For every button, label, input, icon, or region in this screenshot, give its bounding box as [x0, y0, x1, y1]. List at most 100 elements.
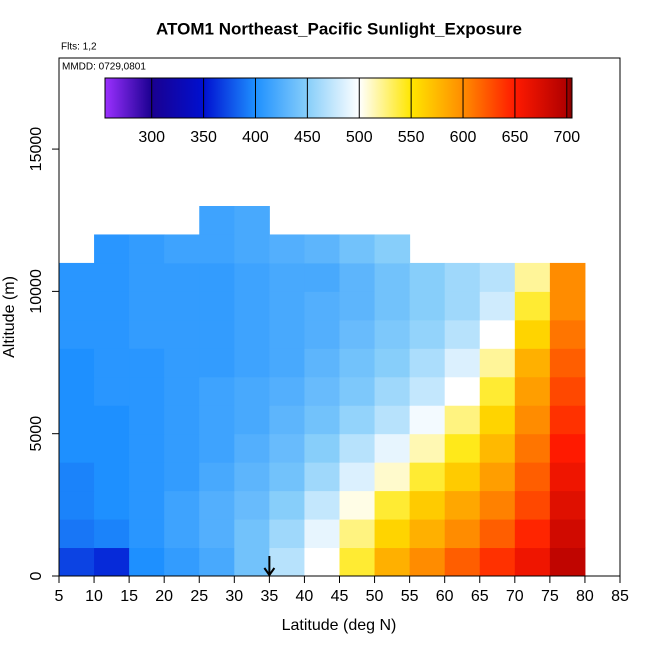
heat-cell	[339, 376, 376, 406]
heat-cell	[129, 319, 165, 349]
x-tick-label: 45	[331, 588, 349, 605]
heat-cell	[514, 348, 551, 378]
heat-cell	[374, 348, 411, 378]
heat-cell	[514, 291, 551, 321]
heat-cell	[59, 262, 95, 292]
heat-cell	[444, 262, 481, 292]
heat-cell	[479, 433, 516, 463]
heat-cell	[514, 405, 551, 435]
x-tick-label: 30	[225, 588, 243, 605]
heat-cell	[59, 405, 95, 435]
x-tick-label: 20	[155, 588, 173, 605]
heat-cell	[164, 462, 200, 492]
heat-cell	[164, 547, 200, 577]
heat-cell	[129, 348, 165, 378]
heat-cell	[304, 490, 340, 520]
heat-cell	[549, 433, 586, 463]
y-axis-label: Altitude (m)	[1, 276, 18, 358]
heat-cell	[234, 462, 270, 492]
heat-cell	[409, 376, 446, 406]
heat-cell	[409, 462, 446, 492]
heat-cell	[94, 405, 130, 435]
colorbar-tick-label: 700	[553, 129, 580, 146]
heatmap	[59, 206, 586, 577]
x-tick-label: 60	[436, 588, 454, 605]
heat-cell	[374, 405, 411, 435]
heat-cell	[59, 291, 95, 321]
heat-cell	[94, 433, 130, 463]
heat-cell	[129, 405, 165, 435]
heat-cell	[129, 547, 165, 577]
heat-cell	[269, 519, 305, 549]
heat-cell	[374, 376, 411, 406]
heat-cell	[304, 405, 340, 435]
heat-cell	[409, 262, 446, 292]
heat-cell	[199, 490, 235, 520]
heat-cell	[409, 405, 446, 435]
heat-cell	[59, 462, 95, 492]
heat-cell	[234, 405, 270, 435]
heat-cell	[94, 462, 130, 492]
heat-cell	[129, 462, 165, 492]
heat-cell	[199, 319, 235, 349]
heat-cell	[339, 319, 376, 349]
heat-cell	[234, 319, 270, 349]
heat-cell	[164, 291, 200, 321]
heat-cell	[549, 348, 586, 378]
heat-cell	[444, 519, 481, 549]
x-tick-label: 55	[401, 588, 419, 605]
heat-cell	[199, 291, 235, 321]
heat-cell	[94, 547, 130, 577]
heat-cell	[129, 234, 165, 264]
heat-cell	[339, 490, 376, 520]
heat-cell	[374, 319, 411, 349]
heat-cell	[374, 262, 411, 292]
x-tick-label: 40	[296, 588, 314, 605]
heat-cell	[339, 405, 376, 435]
heat-cell	[234, 291, 270, 321]
heat-cell	[409, 433, 446, 463]
heat-cell	[444, 490, 481, 520]
heat-cell	[514, 319, 551, 349]
colorbar-tick-label: 550	[398, 129, 425, 146]
heat-cell	[479, 462, 516, 492]
heat-cell	[304, 348, 340, 378]
heat-cell	[269, 319, 305, 349]
heat-cell	[94, 291, 130, 321]
heat-cell	[199, 206, 235, 235]
heat-cell	[339, 234, 376, 264]
colorbar-tick-label: 500	[346, 129, 373, 146]
y-tick-label: 0	[28, 571, 45, 580]
heat-cell	[444, 291, 481, 321]
x-tick-label: 10	[85, 588, 103, 605]
heat-cell	[444, 462, 481, 492]
heat-cell	[129, 376, 165, 406]
heat-cell	[339, 519, 376, 549]
heat-cell	[549, 519, 586, 549]
heat-cell	[479, 376, 516, 406]
heat-cell	[444, 405, 481, 435]
heat-cell	[269, 462, 305, 492]
heat-cell	[59, 490, 95, 520]
heat-cell	[304, 234, 340, 264]
heat-cell	[479, 405, 516, 435]
heat-cell	[479, 519, 516, 549]
chart-title: ATOM1 Northeast_Pacific Sunlight_Exposur…	[156, 19, 522, 38]
heat-cell	[549, 547, 586, 577]
heat-cell	[164, 348, 200, 378]
colorbar-tick-label: 450	[294, 129, 321, 146]
heat-cell	[514, 519, 551, 549]
heat-cell	[374, 433, 411, 463]
colorbar-tick-label: 650	[502, 129, 529, 146]
heat-cell	[234, 433, 270, 463]
heat-cell	[59, 376, 95, 406]
heat-cell	[269, 490, 305, 520]
heat-cell	[304, 462, 340, 492]
heat-cell	[444, 547, 481, 577]
heat-cell	[374, 234, 411, 264]
heat-cell	[304, 376, 340, 406]
heat-cell	[94, 262, 130, 292]
marker-arrow-head	[263, 567, 276, 577]
heat-cell	[374, 291, 411, 321]
